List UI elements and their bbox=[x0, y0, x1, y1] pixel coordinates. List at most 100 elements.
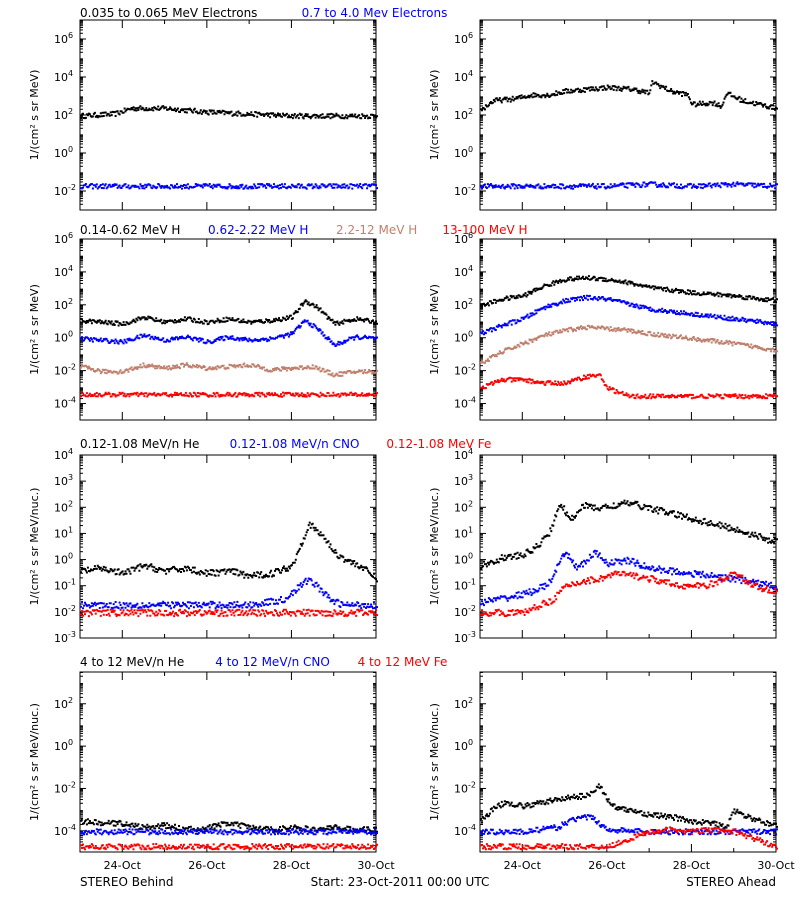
series-points bbox=[80, 183, 378, 190]
panel-r3-behind: 10-3 10-2 10-1 100 101 102 103 104 1/(cm² s sr M… bbox=[28, 447, 378, 645]
y-tick-label: 100 bbox=[454, 552, 473, 567]
panel-r1-behind: 10-2 100 102 104 106 1/(cm² s sr MeV) bbox=[28, 19, 378, 211]
plot-frame bbox=[479, 454, 777, 639]
series-points bbox=[480, 549, 778, 607]
y-tick-label: 10-4 bbox=[454, 823, 476, 838]
footer-left-label: STEREO Behind bbox=[80, 875, 174, 889]
series-points bbox=[480, 814, 778, 836]
y-axis-label: 1/(cm² s sr MeV) bbox=[28, 284, 41, 375]
panel-r3-ahead: 10-3 10-2 10-1 100 101 102 103 104 1/(cm² s sr M… bbox=[428, 447, 778, 645]
series-4-to-12-mev-n-cno bbox=[80, 828, 378, 836]
y-tick-label: 102 bbox=[54, 696, 73, 711]
series-0-14-0-62-mev-h bbox=[80, 299, 378, 327]
x-tick-label: 26-Oct bbox=[188, 859, 226, 872]
row2-title-2: 0.62-2.22 MeV H bbox=[208, 223, 308, 237]
series-4-to-12-mev-fe bbox=[80, 843, 378, 851]
y-tick-label: 102 bbox=[454, 499, 473, 514]
y-tick-label: 10-2 bbox=[54, 780, 76, 795]
y-tick-label: 10-3 bbox=[454, 630, 476, 645]
series-0-035-to-0-065-mev-electrons bbox=[480, 80, 778, 112]
y-axis-label: 1/(cm² s sr MeV/nuc.) bbox=[428, 703, 441, 821]
plot-frame bbox=[479, 19, 777, 211]
row3-title-1: 0.12-1.08 MeV/n He bbox=[80, 437, 199, 451]
footer-center-label: Start: 23-Oct-2011 00:00 UTC bbox=[311, 875, 490, 889]
series-points bbox=[80, 608, 378, 618]
series-points bbox=[480, 373, 778, 400]
y-axis-label: 1/(cm² s sr MeV/nuc.) bbox=[428, 488, 441, 606]
plot-frame bbox=[479, 671, 777, 853]
series-points bbox=[80, 521, 378, 583]
row1-title-2: 0.7 to 4.0 Mev Electrons bbox=[302, 6, 448, 20]
series-0-12-1-08-mev-n-cno bbox=[80, 577, 378, 610]
y-tick-label: 10-1 bbox=[454, 578, 476, 593]
row3-title-3: 0.12-1.08 MeV Fe bbox=[386, 437, 491, 451]
y-tick-label: 100 bbox=[54, 552, 73, 567]
series-4-to-12-mev-n-he bbox=[80, 817, 378, 834]
series-0-62-2-22-mev-h bbox=[480, 294, 778, 336]
y-tick-label: 102 bbox=[54, 297, 73, 312]
y-tick-label: 104 bbox=[54, 264, 73, 279]
series-points bbox=[80, 828, 378, 836]
row2-title-1: 0.14-0.62 MeV H bbox=[80, 223, 180, 237]
y-tick-label: 10-4 bbox=[54, 823, 76, 838]
panel-r2-ahead: 10-4 10-2 100 102 104 106 1/(cm² s sr MeV) bbox=[428, 231, 778, 421]
series-0-7-to-4-0-mev-electrons bbox=[480, 181, 778, 190]
series-points bbox=[480, 294, 778, 336]
x-tick-label: 28-Oct bbox=[673, 859, 711, 872]
row2-title-4: 13-100 MeV H bbox=[442, 223, 527, 237]
y-tick-label: 10-1 bbox=[54, 578, 76, 593]
series-0-12-1-08-mev-n-cno bbox=[480, 549, 778, 607]
series-points bbox=[480, 181, 778, 190]
row4-title-2: 4 to 12 MeV/n CNO bbox=[215, 655, 330, 669]
panels-group: 0.035 to 0.065 MeV Electrons 0.7 to 4.0 M… bbox=[28, 6, 795, 872]
series-4-to-12-mev-n-he bbox=[480, 783, 778, 830]
y-tick-label: 10-3 bbox=[54, 630, 76, 645]
series-points bbox=[80, 577, 378, 610]
y-tick-label: 106 bbox=[54, 231, 73, 246]
row2-title-3: 2.2-12 MeV H bbox=[336, 223, 417, 237]
series-0-12-1-08-mev-n-he bbox=[80, 521, 378, 583]
series-points bbox=[80, 843, 378, 851]
y-tick-label: 10-2 bbox=[454, 604, 476, 619]
y-tick-label: 100 bbox=[454, 330, 473, 345]
panel-r4-behind: 10-4 10-2 100 102 24-Oct 26-Oct 28-Oct 30-Oct 1/… bbox=[28, 671, 395, 872]
x-tick-label: 24-Oct bbox=[104, 859, 142, 872]
y-tick-label: 10-2 bbox=[54, 363, 76, 378]
series-2-2-12-mev-h bbox=[80, 362, 378, 378]
y-axis-label: 1/(cm² s sr MeV/nuc.) bbox=[28, 488, 41, 606]
y-tick-label: 10-2 bbox=[454, 363, 476, 378]
plot-frame bbox=[79, 671, 377, 853]
y-axis-label: 1/(cm² s sr MeV) bbox=[28, 70, 41, 161]
y-tick-label: 103 bbox=[54, 473, 73, 488]
y-tick-label: 10-2 bbox=[54, 183, 76, 198]
y-axis-label: 1/(cm² s sr MeV) bbox=[428, 70, 441, 161]
y-tick-label: 10-4 bbox=[54, 396, 76, 411]
x-tick-label: 28-Oct bbox=[273, 859, 311, 872]
x-tick-label: 30-Oct bbox=[757, 859, 795, 872]
y-tick-label: 100 bbox=[54, 145, 73, 160]
y-tick-label: 100 bbox=[54, 738, 73, 753]
plot-frame bbox=[79, 19, 377, 211]
series-points bbox=[80, 105, 378, 120]
series-0-035-to-0-065-mev-electrons bbox=[80, 105, 378, 120]
series-points bbox=[80, 817, 378, 834]
row4-title-3: 4 to 12 MeV Fe bbox=[358, 655, 448, 669]
y-tick-label: 102 bbox=[454, 297, 473, 312]
row3-title-2: 0.12-1.08 MeV/n CNO bbox=[230, 437, 360, 451]
series-points bbox=[480, 783, 778, 830]
y-tick-label: 106 bbox=[454, 231, 473, 246]
y-tick-label: 100 bbox=[454, 145, 473, 160]
y-tick-label: 102 bbox=[54, 499, 73, 514]
plot-frame bbox=[79, 454, 377, 639]
series-points bbox=[80, 299, 378, 327]
series-points bbox=[480, 324, 778, 364]
y-tick-label: 104 bbox=[54, 69, 73, 84]
row4-title-1: 4 to 12 MeV/n He bbox=[80, 655, 184, 669]
series-13-100-mev-h bbox=[480, 373, 778, 400]
y-axis-label: 1/(cm² s sr MeV) bbox=[428, 284, 441, 375]
y-tick-label: 102 bbox=[54, 107, 73, 122]
y-tick-label: 102 bbox=[454, 696, 473, 711]
y-tick-label: 102 bbox=[454, 107, 473, 122]
x-tick-label: 26-Oct bbox=[588, 859, 626, 872]
